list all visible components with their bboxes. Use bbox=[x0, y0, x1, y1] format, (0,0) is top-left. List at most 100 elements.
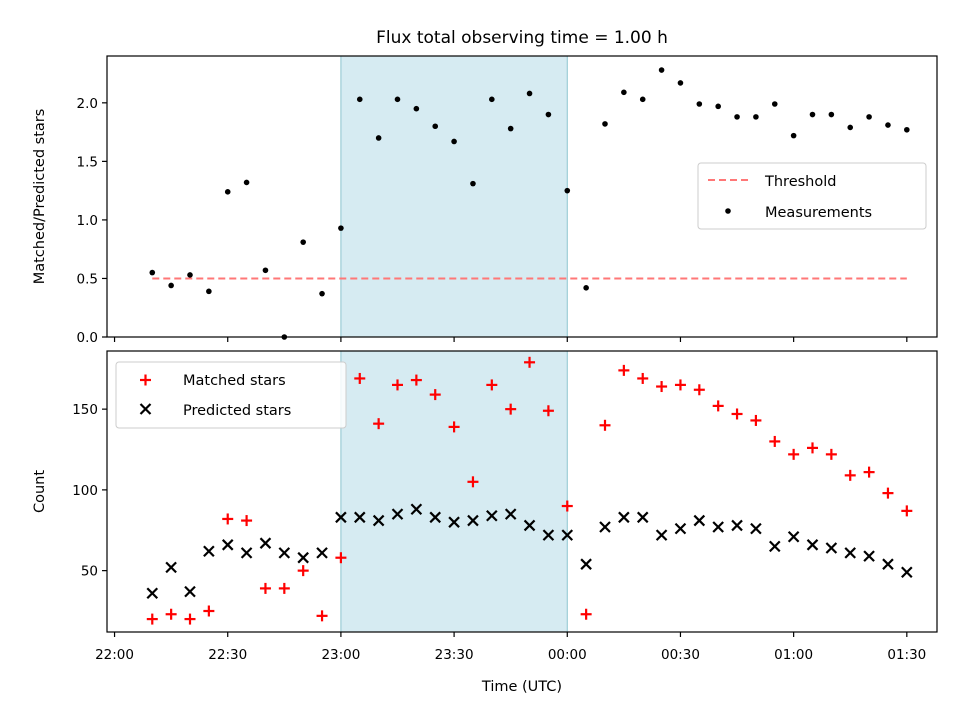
data-point bbox=[731, 519, 743, 532]
data-point bbox=[375, 135, 382, 141]
data-point bbox=[278, 547, 291, 559]
data-point bbox=[410, 374, 422, 386]
data-point bbox=[486, 379, 498, 391]
data-point bbox=[771, 101, 778, 107]
data-point bbox=[391, 508, 404, 520]
y-tick-label: 1.0 bbox=[77, 213, 98, 229]
data-point bbox=[790, 132, 797, 139]
y-axis-label: Matched/Predicted stars bbox=[32, 109, 48, 285]
chart-title: Flux total observing time = 1.00 h bbox=[376, 28, 668, 48]
data-point bbox=[413, 105, 420, 112]
data-point bbox=[655, 529, 668, 541]
data-point bbox=[618, 364, 630, 376]
data-point bbox=[807, 442, 818, 454]
data-point bbox=[259, 582, 271, 594]
legend-measurements-label: Measurements bbox=[765, 205, 872, 221]
data-point bbox=[677, 80, 684, 86]
data-point bbox=[203, 545, 215, 558]
data-point bbox=[354, 372, 366, 384]
x-axis-label: Time (UTC) bbox=[481, 679, 562, 695]
data-point bbox=[432, 123, 439, 130]
data-point bbox=[165, 561, 177, 574]
data-point bbox=[693, 384, 705, 396]
data-point bbox=[637, 372, 649, 384]
data-point bbox=[825, 448, 837, 460]
data-point bbox=[885, 122, 891, 128]
data-point bbox=[467, 514, 479, 527]
data-point bbox=[621, 89, 627, 96]
x-tick-label: 22:00 bbox=[95, 647, 134, 663]
data-point bbox=[335, 552, 347, 564]
data-point bbox=[297, 551, 309, 564]
data-point bbox=[221, 539, 234, 551]
data-point bbox=[636, 511, 649, 524]
top-panel: 0.0 0.5 1.0 1.5 2.0 Matched/Predicted stars Th… bbox=[32, 55, 938, 346]
x-tick-label: 01:00 bbox=[774, 647, 813, 663]
data-point bbox=[753, 114, 759, 120]
data-point bbox=[489, 96, 495, 103]
data-point bbox=[542, 529, 555, 541]
data-point bbox=[356, 96, 363, 103]
data-point bbox=[693, 514, 706, 527]
x-tick-label: 23:30 bbox=[435, 647, 474, 663]
data-point bbox=[561, 529, 574, 541]
legend-measurements-swatch bbox=[725, 208, 731, 214]
data-point bbox=[353, 511, 366, 524]
data-point bbox=[712, 400, 724, 412]
data-point bbox=[259, 537, 272, 549]
data-point bbox=[904, 126, 910, 133]
data-point bbox=[712, 521, 724, 533]
data-point bbox=[486, 509, 498, 522]
data-point bbox=[505, 403, 517, 415]
data-point bbox=[674, 379, 686, 391]
data-point bbox=[844, 469, 856, 481]
data-point bbox=[146, 613, 158, 625]
data-point bbox=[203, 605, 215, 617]
data-point bbox=[316, 547, 328, 559]
data-point bbox=[583, 285, 589, 291]
data-point bbox=[734, 114, 740, 120]
data-point bbox=[146, 587, 159, 600]
legend: Matched stars Predicted stars bbox=[115, 361, 347, 429]
data-point bbox=[300, 239, 306, 245]
y-tick-label: 50 bbox=[81, 564, 98, 580]
data-point bbox=[656, 381, 668, 393]
y-tick-label: 0.0 bbox=[77, 330, 98, 346]
x-tick-label: 00:00 bbox=[548, 647, 587, 663]
data-point bbox=[564, 187, 571, 194]
data-point bbox=[224, 189, 231, 195]
data-point bbox=[787, 530, 800, 543]
legend: Threshold Measurements bbox=[697, 162, 927, 230]
data-point bbox=[394, 96, 401, 103]
data-point bbox=[863, 466, 875, 478]
data-point bbox=[866, 114, 872, 120]
y-tick-label: 100 bbox=[72, 483, 98, 499]
data-point bbox=[222, 513, 234, 525]
data-point bbox=[618, 511, 630, 524]
data-point bbox=[507, 125, 514, 132]
data-point bbox=[526, 90, 533, 97]
data-point bbox=[243, 179, 250, 186]
data-point bbox=[168, 282, 174, 289]
data-point bbox=[901, 566, 913, 579]
data-point bbox=[806, 539, 819, 551]
data-point bbox=[523, 519, 536, 532]
data-point bbox=[429, 389, 441, 401]
x-tick-label: 22:30 bbox=[208, 647, 247, 663]
data-point bbox=[580, 558, 592, 570]
data-point bbox=[524, 356, 536, 368]
data-point bbox=[674, 522, 687, 535]
data-point bbox=[788, 448, 800, 460]
data-point bbox=[504, 508, 517, 520]
data-point bbox=[297, 565, 309, 577]
data-point bbox=[863, 550, 875, 562]
data-point bbox=[149, 269, 156, 276]
data-point bbox=[187, 272, 193, 278]
data-point bbox=[580, 608, 592, 620]
y-tick-label: 0.5 bbox=[77, 271, 98, 287]
data-point bbox=[750, 522, 762, 535]
data-point bbox=[750, 414, 762, 426]
bottom-panel: 50 100 150 22:00 22:30 23:00 23:30 00:00 00:30 01… bbox=[32, 350, 938, 695]
highlight-span bbox=[340, 55, 568, 338]
data-point bbox=[165, 608, 177, 620]
